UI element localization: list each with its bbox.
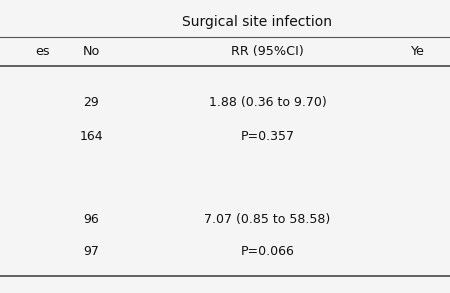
Text: 29: 29 — [83, 96, 99, 109]
Text: es: es — [35, 45, 50, 58]
Text: P=0.357: P=0.357 — [240, 130, 294, 143]
Text: 164: 164 — [80, 130, 103, 143]
Text: 1.88 (0.36 to 9.70): 1.88 (0.36 to 9.70) — [208, 96, 326, 109]
Text: 7.07 (0.85 to 58.58): 7.07 (0.85 to 58.58) — [204, 213, 330, 226]
Text: RR (95%CI): RR (95%CI) — [231, 45, 304, 58]
Text: Ye: Ye — [410, 45, 424, 58]
Text: Surgical site infection: Surgical site infection — [182, 15, 332, 29]
Text: No: No — [83, 45, 100, 58]
Text: P=0.066: P=0.066 — [240, 245, 294, 258]
Text: 97: 97 — [83, 245, 99, 258]
Text: 96: 96 — [83, 213, 99, 226]
